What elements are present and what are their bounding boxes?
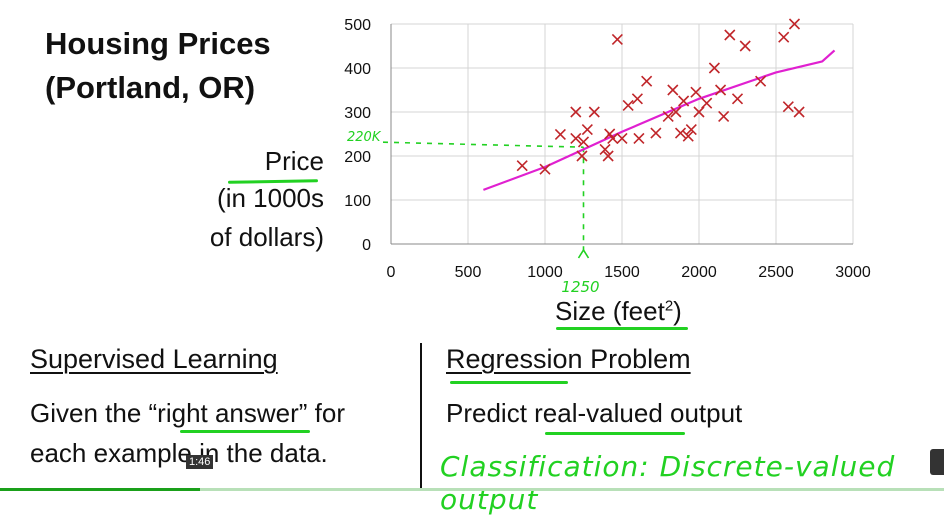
y-tick-label: 400 bbox=[344, 61, 371, 78]
data-point bbox=[682, 130, 694, 142]
x-tick-label: 1500 bbox=[604, 264, 640, 281]
data-point bbox=[731, 93, 744, 105]
data-point bbox=[616, 132, 628, 144]
real-valued-underline-annotation bbox=[545, 432, 685, 435]
annotation-arrow bbox=[577, 248, 590, 259]
data-point bbox=[599, 143, 611, 155]
data-point bbox=[570, 132, 582, 144]
y-axis-label-line2: (in 1000s bbox=[217, 183, 324, 213]
data-point bbox=[581, 124, 593, 136]
y-tick-label: 300 bbox=[344, 105, 371, 122]
data-point bbox=[539, 163, 551, 175]
x-tick-label: 1000 bbox=[527, 264, 563, 281]
supervised-body-line2: each example in the data. bbox=[30, 438, 328, 468]
video-progress-track[interactable] bbox=[0, 488, 944, 491]
data-point bbox=[570, 106, 582, 118]
data-point bbox=[714, 84, 727, 96]
scatter-chart: 0 100 200 300 400 500 0 500 1000 1500 2000 2500 3000… bbox=[344, 17, 871, 296]
x-axis-label: Size (feet2) bbox=[555, 296, 682, 327]
x-tick-label: 2000 bbox=[681, 264, 717, 281]
data-point bbox=[607, 132, 619, 144]
data-point bbox=[577, 136, 590, 148]
data-point bbox=[633, 132, 645, 144]
data-point bbox=[778, 31, 790, 43]
data-point bbox=[755, 75, 767, 87]
edge-overlay-badge bbox=[930, 449, 944, 475]
video-timestamp: 1:46 bbox=[186, 455, 214, 469]
x-axis-label-close: ) bbox=[673, 296, 682, 326]
supervised-body-line1: Given the “right answer” for bbox=[30, 398, 346, 428]
data-point bbox=[611, 33, 623, 45]
data-point bbox=[602, 150, 614, 162]
data-point bbox=[641, 75, 653, 87]
data-point bbox=[576, 150, 588, 162]
regression-body: Predict real-valued output bbox=[446, 398, 743, 428]
data-point bbox=[788, 18, 801, 30]
data-point bbox=[662, 110, 674, 122]
fit-line bbox=[483, 49, 836, 191]
data-point bbox=[588, 106, 600, 118]
regression-problem-heading: Regression Problem bbox=[446, 344, 691, 374]
supervised-learning-heading: Supervised Learning bbox=[30, 344, 278, 374]
slide-title-line1: Housing Prices bbox=[45, 26, 271, 61]
data-point bbox=[718, 110, 730, 122]
x-axis-label-text: Size (feet bbox=[555, 296, 665, 326]
annotation-horizontal-dash bbox=[382, 141, 584, 148]
video-progress-fill bbox=[0, 488, 200, 491]
y-tick-label: 0 bbox=[362, 237, 371, 254]
regression-underline-annotation bbox=[450, 381, 568, 384]
slide-title-line2: (Portland, OR) bbox=[45, 70, 256, 105]
y-axis-label-line3: of dollars) bbox=[209, 222, 324, 252]
handwritten-classification-note: Classification: Discrete-valued output bbox=[440, 450, 896, 516]
data-point bbox=[674, 127, 687, 139]
data-point bbox=[554, 128, 566, 141]
right-answer-underline-annotation bbox=[180, 430, 310, 433]
y-tick-label: 200 bbox=[344, 149, 371, 166]
data-point bbox=[708, 62, 720, 74]
x-axis-label-superscript: 2 bbox=[664, 297, 674, 315]
annotation-y-value: 220K bbox=[347, 130, 382, 145]
data-point bbox=[667, 84, 679, 96]
x-tick-label: 500 bbox=[455, 264, 482, 281]
data-point bbox=[793, 106, 805, 118]
data-point bbox=[622, 99, 634, 111]
data-point bbox=[690, 86, 702, 98]
annotation-x-value: 1250 bbox=[561, 278, 599, 296]
x-tick-label: 0 bbox=[387, 264, 396, 281]
data-point bbox=[685, 124, 697, 136]
data-point bbox=[701, 97, 713, 109]
data-point bbox=[670, 106, 682, 118]
x-label-underline-annotation bbox=[556, 327, 688, 330]
data-point bbox=[724, 29, 736, 41]
data-point bbox=[678, 95, 690, 107]
column-divider bbox=[420, 343, 422, 491]
data-point bbox=[516, 160, 528, 172]
x-tick-label: 2500 bbox=[758, 264, 794, 281]
x-tick-label: 3000 bbox=[835, 264, 871, 281]
data-point bbox=[650, 127, 662, 139]
y-axis-label-line1: Price bbox=[264, 146, 324, 176]
data-point bbox=[739, 40, 751, 52]
data-point bbox=[782, 101, 794, 113]
data-point bbox=[631, 93, 643, 105]
y-tick-label: 100 bbox=[344, 193, 371, 210]
y-tick-label: 500 bbox=[344, 17, 371, 34]
